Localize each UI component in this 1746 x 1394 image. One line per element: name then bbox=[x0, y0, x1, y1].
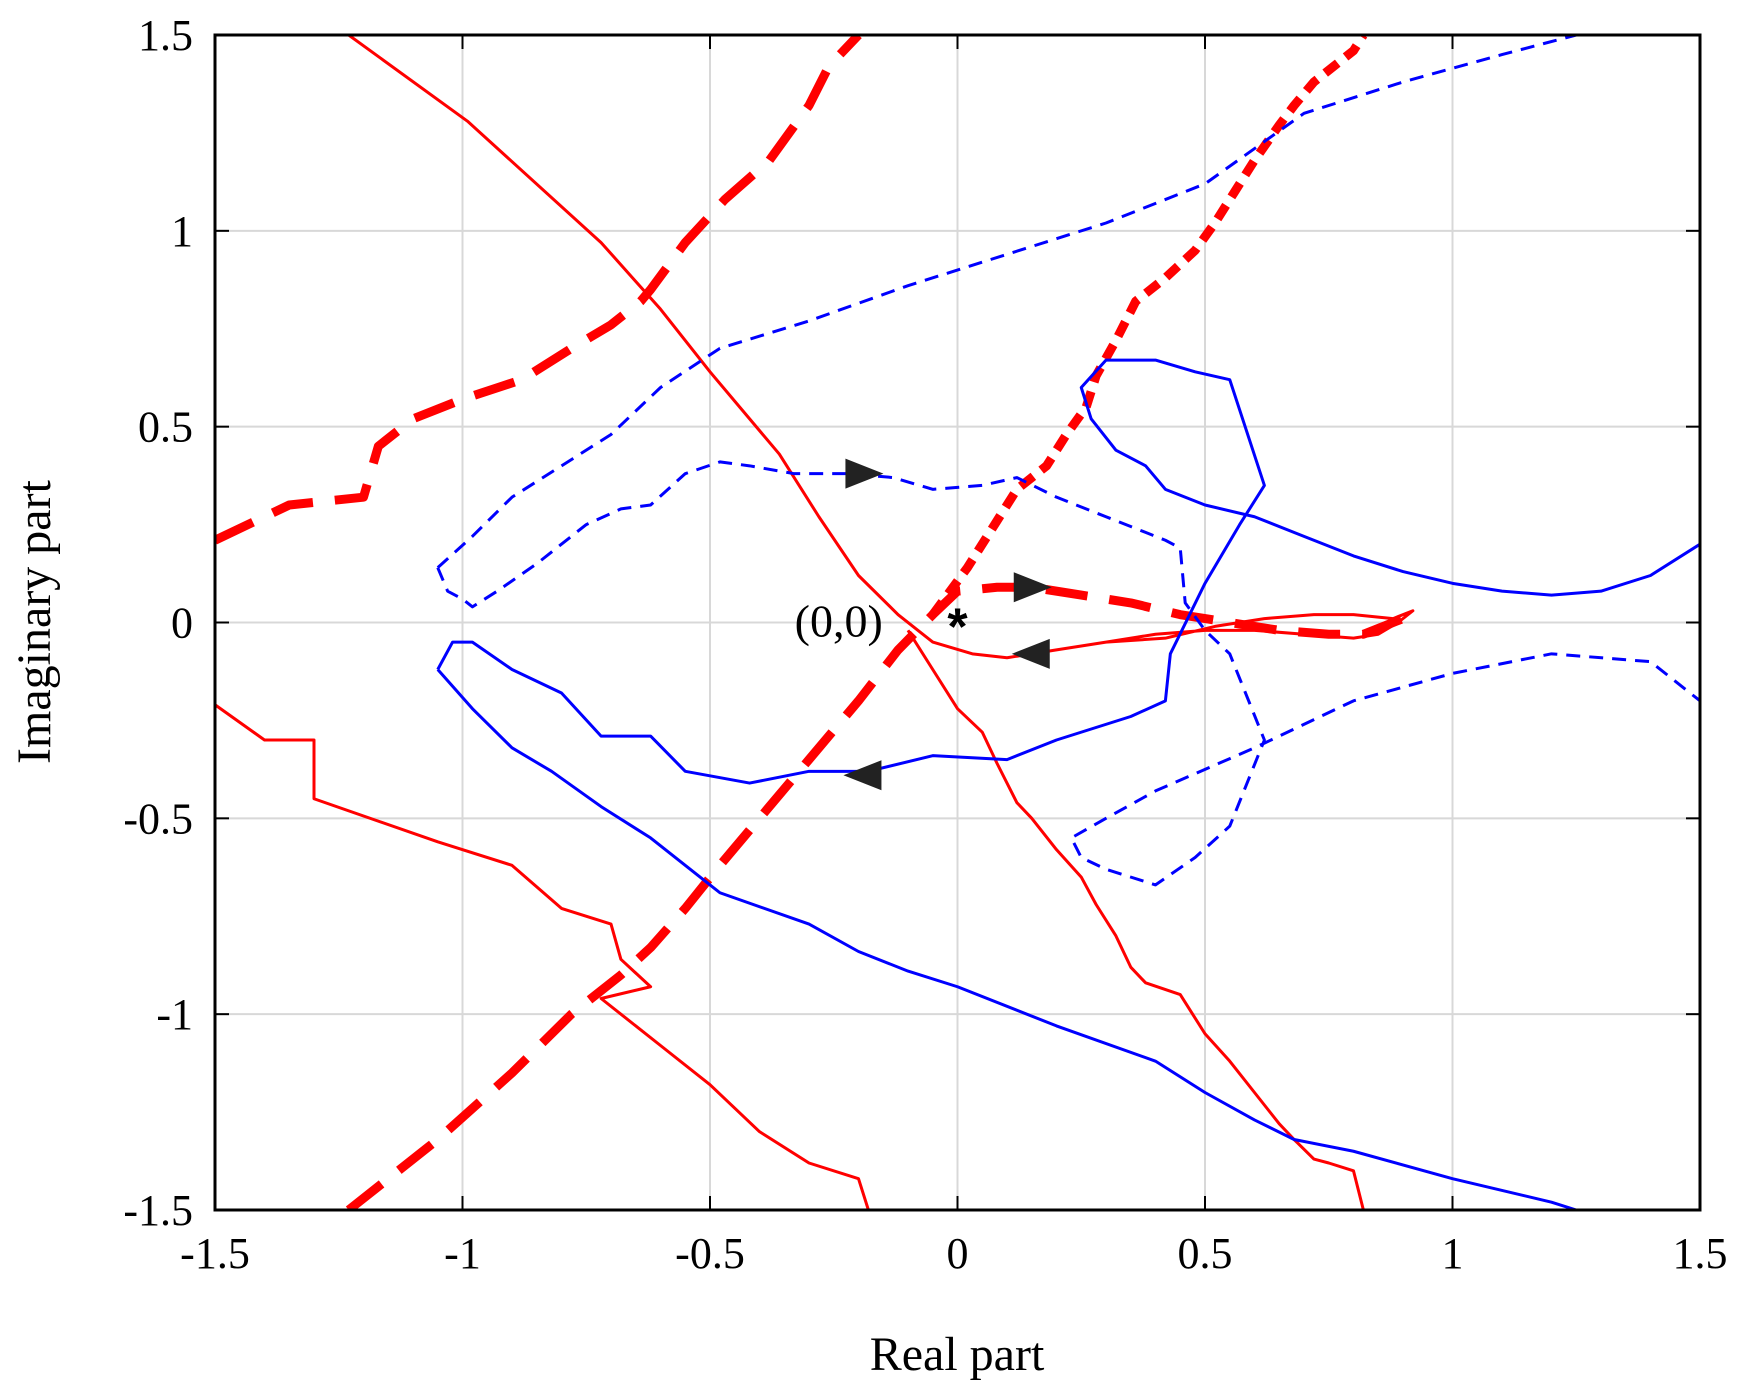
series-line-3 bbox=[215, 703, 870, 1210]
x-tick-label: 1 bbox=[1442, 1229, 1464, 1278]
direction-arrow-right bbox=[1013, 572, 1052, 603]
direction-arrow-left bbox=[843, 760, 882, 791]
series-line-7 bbox=[436, 358, 1700, 785]
axis-ticks bbox=[214, 34, 1701, 1211]
series-line-5 bbox=[345, 582, 1415, 1210]
series-layer bbox=[215, 35, 1700, 1210]
y-tick-label: 0 bbox=[171, 599, 193, 648]
x-tick-label: 1.5 bbox=[1673, 1229, 1728, 1278]
x-tick-label: 0.5 bbox=[1178, 1229, 1233, 1278]
series-line-8 bbox=[436, 668, 1577, 1210]
series-line-6 bbox=[929, 35, 1368, 618]
x-tick-label: -1.5 bbox=[180, 1229, 250, 1278]
y-tick-label: 1.5 bbox=[138, 11, 193, 60]
y-tick-label: 1 bbox=[171, 207, 193, 256]
direction-marker-layer bbox=[843, 458, 1052, 791]
x-tick-label: -0.5 bbox=[675, 1229, 745, 1278]
x-axis-label: Real part bbox=[870, 1328, 1045, 1381]
x-tick-label: -1 bbox=[444, 1229, 481, 1278]
y-tick-label: -1 bbox=[156, 990, 193, 1039]
y-tick-label: 0.5 bbox=[138, 403, 193, 452]
tick-labels: -1.5 -1 -0.5 0 0.5 1 1.5 -1.5 -1 -0.5 0 0.5 1 1.5 bbox=[123, 11, 1727, 1278]
series-line-4 bbox=[215, 35, 862, 545]
origin-marker: * bbox=[947, 599, 968, 657]
series-line-9 bbox=[436, 460, 1700, 887]
series-line-10 bbox=[436, 35, 1577, 569]
direction-arrow-left bbox=[1011, 638, 1050, 669]
y-tick-label: -0.5 bbox=[123, 794, 193, 843]
direction-arrow-right bbox=[845, 458, 884, 489]
x-tick-label: 0 bbox=[947, 1229, 969, 1278]
series-line-2 bbox=[906, 629, 1365, 1210]
origin-annotation: (0,0) bbox=[795, 596, 883, 647]
y-tick-label: -1.5 bbox=[123, 1186, 193, 1235]
y-axis-label: Imaginary part bbox=[8, 479, 61, 764]
